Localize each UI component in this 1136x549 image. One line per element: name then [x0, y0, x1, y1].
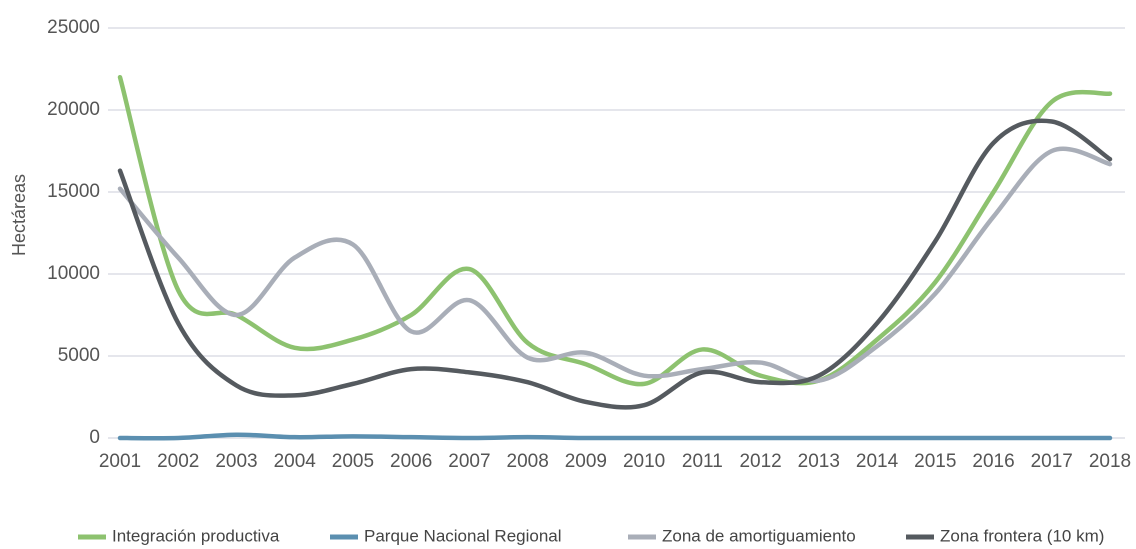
line	[117, 118, 1113, 410]
x-tick-label: 2007	[448, 451, 490, 472]
x-tick-label: 2016	[972, 451, 1014, 472]
x-tick-label: 2011	[682, 451, 723, 472]
y-tick-label: 10000	[47, 263, 100, 284]
x-tick-label: 2004	[274, 451, 317, 472]
legend-label: Parque Nacional Regional	[364, 526, 562, 545]
x-tick-label: 2002	[157, 451, 199, 472]
x-tick-label: 2009	[565, 451, 607, 472]
x-tick-label: 2006	[390, 451, 432, 472]
legend-label: Zona frontera (10 km)	[940, 526, 1104, 545]
x-tick-label: 2001	[99, 451, 141, 472]
y-tick-label: 25000	[47, 17, 100, 38]
legend-label: Zona de amortiguamiento	[662, 526, 856, 545]
line	[117, 74, 1113, 387]
x-tick-label: 2013	[798, 451, 840, 472]
x-tick-label: 2014	[856, 451, 899, 472]
legend-label: Integración productiva	[112, 526, 280, 545]
y-tick-label: 20000	[47, 99, 100, 120]
x-tick-label: 2005	[332, 451, 374, 472]
line	[117, 146, 1113, 384]
x-tick-label: 2018	[1089, 451, 1131, 472]
x-tick-label: 2015	[914, 451, 956, 472]
x-tick-label: 2012	[739, 451, 781, 472]
x-tick-label: 2003	[215, 451, 257, 472]
x-tick-label: 2017	[1031, 451, 1073, 472]
y-tick-label: 5000	[58, 345, 100, 366]
y-axis-label: Hectáreas	[9, 174, 29, 256]
y-tick-label: 0	[89, 427, 100, 448]
x-tick-label: 2010	[623, 451, 665, 472]
x-tick-label: 2008	[507, 451, 549, 472]
line	[117, 432, 1113, 441]
y-tick-label: 15000	[47, 181, 100, 202]
